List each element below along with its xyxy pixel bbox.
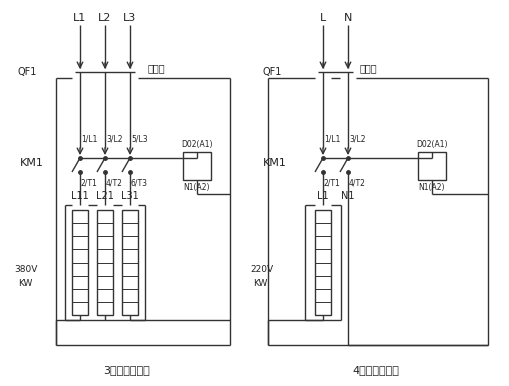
Text: KM1: KM1 <box>20 158 44 168</box>
Text: 4相电加热接线: 4相电加热接线 <box>353 365 400 375</box>
Text: L1: L1 <box>73 13 87 23</box>
Text: 1/L1: 1/L1 <box>81 134 97 143</box>
Text: 3/L2: 3/L2 <box>349 134 365 143</box>
Text: QF1: QF1 <box>18 67 37 77</box>
Text: 3相电加热接线: 3相电加热接线 <box>104 365 150 375</box>
Text: L21: L21 <box>96 191 114 201</box>
Bar <box>72 210 88 315</box>
Text: L3: L3 <box>123 13 136 23</box>
Text: L11: L11 <box>71 191 89 201</box>
Text: L2: L2 <box>98 13 111 23</box>
Text: 1/L1: 1/L1 <box>324 134 341 143</box>
Text: 6/T3: 6/T3 <box>131 178 148 187</box>
Text: 5/L3: 5/L3 <box>131 134 148 143</box>
Text: KW: KW <box>18 279 33 288</box>
Bar <box>122 210 138 315</box>
Text: 220V: 220V <box>250 266 273 274</box>
Text: 2/T1: 2/T1 <box>81 178 98 187</box>
Text: 2/T1: 2/T1 <box>324 178 341 187</box>
Text: D02(A1): D02(A1) <box>416 140 448 149</box>
Bar <box>97 210 113 315</box>
Text: D02(A1): D02(A1) <box>181 140 213 149</box>
Text: L1: L1 <box>317 191 329 201</box>
Text: KW: KW <box>253 279 267 288</box>
Text: 3/L2: 3/L2 <box>106 134 123 143</box>
Text: 380V: 380V <box>14 266 37 274</box>
Text: N: N <box>344 13 352 23</box>
Bar <box>315 210 331 315</box>
Text: KM1: KM1 <box>263 158 287 168</box>
Text: L: L <box>320 13 326 23</box>
Text: 4/T2: 4/T2 <box>106 178 123 187</box>
Text: 断路器: 断路器 <box>148 63 165 73</box>
Text: QF1: QF1 <box>263 67 282 77</box>
Bar <box>418 152 446 180</box>
Text: N1(A2): N1(A2) <box>184 183 210 192</box>
Bar <box>183 152 211 180</box>
Text: N1: N1 <box>341 191 355 201</box>
Text: 断路器: 断路器 <box>360 63 378 73</box>
Text: 4/T2: 4/T2 <box>349 178 366 187</box>
Text: N1(A2): N1(A2) <box>419 183 445 192</box>
Text: L31: L31 <box>121 191 139 201</box>
